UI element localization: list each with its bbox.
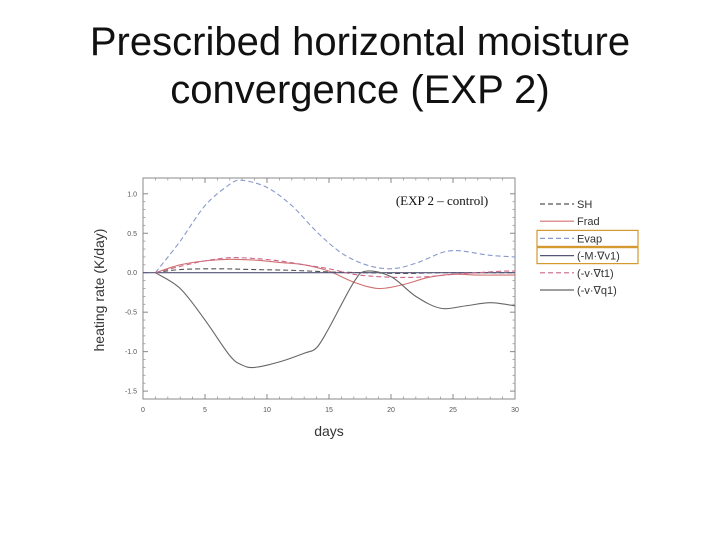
x-tick-label: 30	[511, 407, 519, 414]
series-line-5	[155, 257, 516, 279]
series-line-6	[155, 270, 516, 369]
legend-highlight-box	[536, 229, 639, 247]
tick-marks	[142, 178, 516, 399]
x-axis-label: days	[314, 423, 344, 439]
x-tick-label: 25	[449, 407, 457, 414]
y-tick-label: 1.0	[127, 191, 137, 198]
y-tick-label: 0.5	[127, 231, 137, 238]
x-tick-label: 0	[141, 407, 145, 414]
legend-label-6: (-v·∇q1)	[577, 285, 617, 297]
legend: SH Frad Evap (-M·∇v1) (-v·∇t1) (-v·∇q1)	[536, 199, 639, 297]
legend-label-1: SH	[577, 199, 592, 211]
x-tick-label: 15	[325, 407, 333, 414]
slide-title: Prescribed horizontal moisture convergen…	[0, 18, 720, 114]
y-tick-label: -1.0	[125, 349, 137, 356]
x-tick-label: 5	[203, 407, 207, 414]
series-lines	[143, 179, 516, 369]
slide-title-line-2: convergence (EXP 2)	[170, 68, 550, 112]
plot-frame	[142, 177, 516, 400]
y-tick-label: -1.5	[125, 389, 137, 396]
legend-label-4: (-M·∇v1)	[577, 251, 620, 263]
legend-highlight-box	[536, 247, 639, 265]
y-tick-label: 0.0	[127, 270, 137, 277]
y-tick-label: -0.5	[125, 310, 137, 317]
tick-labels: 0 5 10 15 20 25 30 1.0 0.5 0.0 -0.5 -1.0 -1.5	[125, 191, 519, 414]
slide-title-line-1: Prescribed horizontal moisture	[89, 20, 631, 64]
series-line-2	[155, 258, 515, 290]
x-tick-label: 10	[263, 407, 271, 414]
x-tick-label: 20	[387, 407, 395, 414]
legend-label-3: Evap	[577, 233, 602, 245]
y-axis-label: heating rate (K/day)	[91, 229, 107, 352]
series-line-3	[154, 179, 516, 274]
legend-label-5: (-v·∇t1)	[577, 268, 614, 280]
chart-annotation: (EXP 2 – control)	[396, 193, 488, 208]
legend-label-2: Frad	[577, 216, 600, 228]
